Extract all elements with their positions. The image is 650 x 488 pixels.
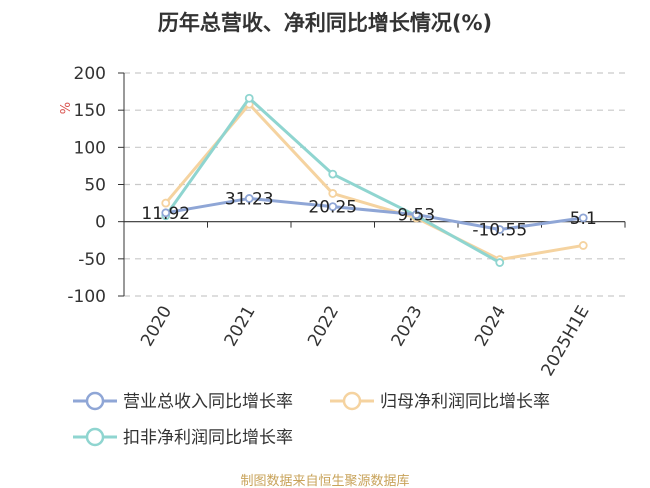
data-label: 11.92 [141,204,190,224]
data-point[interactable] [495,225,505,234]
data-point[interactable] [161,198,171,208]
data-point[interactable] [578,241,588,250]
source-note: 制图数据来自恒生聚源数据库 [240,473,409,488]
data-point[interactable] [328,189,338,198]
y-axis-unit: % [59,102,74,114]
series [161,93,588,267]
data-point[interactable] [161,208,171,218]
data-label: 5.1 [570,209,597,229]
grid [124,72,625,297]
legend-swatch-marker [85,427,105,447]
data-point[interactable] [578,213,588,223]
data-label: 20.25 [308,198,357,218]
data-point[interactable] [328,202,338,212]
legend-label: 归母净利润同比增长率 [380,392,550,412]
legend-swatch-marker [85,391,105,411]
data-labels: 11.92 31.23 20.25 9.53 -10.55 5.1 [141,189,596,240]
data-point[interactable] [244,93,254,103]
data-label: -10.55 [472,221,527,241]
y-tick-label: -50 [78,250,106,270]
data-point[interactable] [495,258,505,267]
y-tick-label: 100 [74,138,106,158]
y-tick-label: 150 [74,101,106,121]
series-line [164,96,501,264]
x-tick-label: 2024 [471,303,510,350]
x-tick-label: 2020 [137,303,176,350]
data-label: 9.53 [397,206,435,226]
legend-label: 营业总收入同比增长率 [123,392,293,412]
legend-item[interactable]: 营业总收入同比增长率 [73,391,293,412]
series-line [164,102,584,262]
y-tick-label: 0 [95,213,106,233]
series-line [165,196,584,232]
legend-item[interactable]: 扣非净利润同比增长率 [73,427,293,448]
legend-swatch-marker [342,391,362,411]
chart-title: 历年总营收、净利同比增长情况(%) [158,11,492,35]
x-tick-label: 2023 [388,303,427,350]
data-point[interactable] [244,194,254,203]
y-tick-label: -100 [67,287,106,307]
x-tick-label: 2022 [304,303,343,350]
x-tick-label: 2021 [221,303,260,350]
y-tick-label: 200 [74,64,106,84]
y-tick-label: 50 [84,176,106,196]
data-point[interactable] [411,210,421,219]
x-tick-label: 2025H1E [537,303,593,380]
data-label: 31.23 [225,189,274,209]
legend-item[interactable]: 归母净利润同比增长率 [330,391,550,412]
legend-label: 扣非净利润同比增长率 [123,428,293,448]
data-point[interactable] [328,169,338,179]
